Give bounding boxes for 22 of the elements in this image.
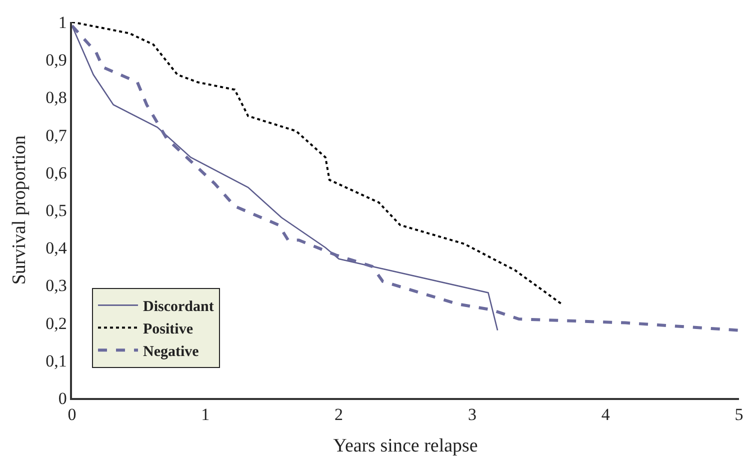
y-tick-label: 1: [58, 12, 67, 32]
x-tick-label: 2: [334, 405, 344, 424]
y-tick-label: 0,5: [46, 200, 67, 220]
y-tick-label: 0,4: [46, 238, 68, 258]
x-tick-label: 4: [601, 405, 610, 424]
x-tick-label: 3: [468, 405, 476, 424]
y-tick-label: 0,3: [46, 276, 67, 296]
y-axis-title: Survival proportion: [8, 134, 30, 285]
line-series: [72, 24, 739, 332]
y-tick-label: 0: [58, 388, 67, 408]
x-axis-title: Years since relapse: [333, 435, 478, 456]
y-tick-label: 0,2: [46, 314, 67, 333]
y-tick-label: 0,6: [46, 163, 67, 182]
legend-label: Positive: [143, 322, 194, 338]
y-tick-label: 0,9: [46, 50, 67, 70]
legend-label: Negative: [143, 344, 200, 360]
legend-label: Discordant: [143, 299, 214, 316]
x-tick-label: 1: [201, 405, 210, 424]
y-tick-label: 0,7: [46, 126, 68, 145]
y-tick-label: 0,1: [46, 351, 67, 370]
x-tick-label: 5: [734, 405, 744, 424]
y-tick-label: 0,8: [46, 88, 67, 108]
